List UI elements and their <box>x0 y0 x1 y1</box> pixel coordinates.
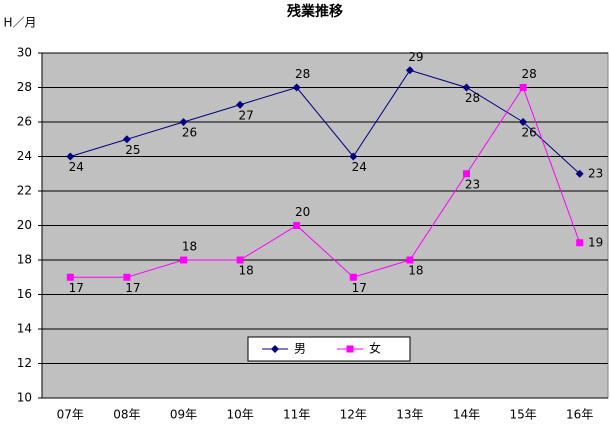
data-label: 23 <box>465 177 480 191</box>
marker <box>349 273 357 281</box>
x-tick-label: 15年 <box>509 408 536 422</box>
marker <box>271 345 279 353</box>
line <box>70 69 581 175</box>
data-label: 24 <box>69 160 84 174</box>
marker <box>463 170 470 178</box>
marker <box>405 66 414 75</box>
y-axis-label: H／月 <box>3 16 36 30</box>
marker <box>180 256 187 264</box>
y-tick-label: 22 <box>17 184 32 198</box>
marker <box>349 152 358 161</box>
x-tick-label: 07年 <box>57 408 84 422</box>
data-label: 20 <box>295 205 310 219</box>
marker <box>179 118 188 126</box>
data-label: 17 <box>69 281 84 295</box>
x-tick-label: 11年 <box>283 408 310 422</box>
y-tick-label: 20 <box>17 218 32 232</box>
marker <box>292 83 301 92</box>
marker <box>122 135 131 144</box>
x-tick-label: 09年 <box>170 408 197 422</box>
marker <box>346 345 354 353</box>
y-tick-label: 10 <box>17 391 32 405</box>
y-tick-label: 14 <box>17 322 32 336</box>
y-tick-label: 28 <box>17 80 32 94</box>
data-label: 18 <box>408 264 423 278</box>
y-tick-label: 12 <box>17 356 32 370</box>
marker <box>406 256 414 264</box>
data-label: 18 <box>238 264 253 278</box>
x-tick-label: 16年 <box>566 408 593 422</box>
y-tick-label: 30 <box>17 46 32 60</box>
marker <box>66 273 74 281</box>
marker <box>66 152 75 161</box>
data-label: 23 <box>588 166 603 180</box>
marker <box>575 169 584 178</box>
legend: 男女 <box>247 336 411 362</box>
marker <box>123 273 131 281</box>
marker <box>293 222 301 229</box>
data-label: 17 <box>125 281 140 295</box>
data-label: 29 <box>408 50 423 64</box>
data-label: 24 <box>352 160 367 174</box>
y-tick-label: 16 <box>17 287 32 301</box>
marker <box>462 83 471 92</box>
marker <box>519 118 528 126</box>
marker <box>576 239 584 247</box>
data-label: 28 <box>465 91 480 105</box>
chart-title: 残業推移 <box>287 3 343 20</box>
data-label: 25 <box>125 143 140 157</box>
x-tick-label: 14年 <box>453 408 480 422</box>
y-tick-label: 18 <box>17 253 32 267</box>
marker <box>236 256 244 264</box>
data-label: 18 <box>182 240 197 254</box>
x-tick-label: 12年 <box>340 408 367 422</box>
data-label: 26 <box>521 126 536 140</box>
data-label: 17 <box>352 281 367 295</box>
data-label: 26 <box>182 126 197 140</box>
data-label: 28 <box>295 67 310 81</box>
x-tick-label: 13年 <box>396 408 423 422</box>
marker <box>236 100 245 109</box>
data-label: 19 <box>588 235 603 249</box>
legend-label: 男 <box>294 342 306 356</box>
x-tick-label: 10年 <box>226 408 253 422</box>
x-tick-label: 08年 <box>113 408 140 422</box>
marker <box>519 84 527 91</box>
y-tick-label: 26 <box>17 115 32 129</box>
y-tick-label: 24 <box>17 149 32 163</box>
data-label: 28 <box>521 67 536 81</box>
line <box>70 86 581 278</box>
data-label: 27 <box>238 108 253 122</box>
legend-label: 女 <box>369 341 381 356</box>
